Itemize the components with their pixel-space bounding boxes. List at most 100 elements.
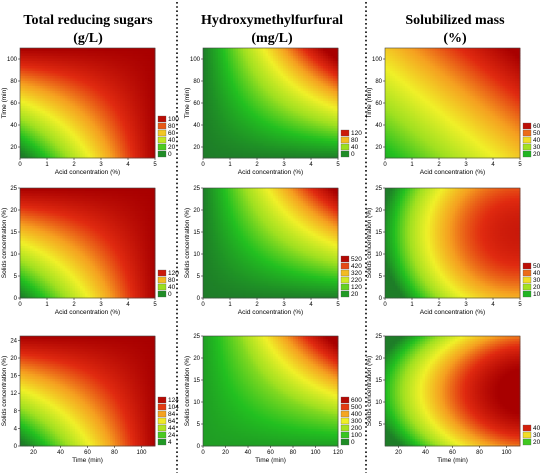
surface-cell: [135, 108, 138, 111]
surface-cell: [278, 48, 281, 51]
surface-cell: [152, 128, 156, 131]
surface-cell: [333, 88, 336, 91]
surface-cell: [258, 70, 261, 74]
surface-cell: [303, 78, 306, 81]
surface-cell: [82, 123, 86, 126]
surface-cell: [228, 153, 231, 156]
surface-cell: [137, 98, 141, 101]
surface-cell: [97, 63, 101, 66]
surface-cell: [97, 70, 101, 74]
surface-cell: [228, 148, 231, 151]
surface-cell: [57, 105, 61, 109]
surface-cell: [142, 113, 146, 116]
surface-cell: [275, 98, 279, 101]
surface-cell: [310, 150, 314, 154]
surface-cell: [110, 90, 113, 94]
surface-cell: [130, 98, 133, 101]
surface-cell: [60, 73, 63, 76]
surface-cell: [335, 125, 339, 129]
surface-cell: [278, 58, 281, 61]
surface-cell: [328, 115, 331, 119]
surface-cell: [330, 123, 334, 126]
surface-cell: [95, 50, 98, 54]
surface-cell: [115, 63, 118, 66]
x-tick-label: 0: [18, 162, 22, 168]
surface-cell: [255, 148, 259, 151]
surface-cell: [218, 130, 221, 134]
surface-cell: [22, 55, 26, 59]
surface-cell: [115, 110, 118, 114]
surface-cell: [290, 98, 294, 101]
surface-cell: [90, 58, 93, 61]
surface-cell: [55, 105, 58, 109]
surface-cell: [295, 65, 299, 69]
surface-cell: [280, 73, 284, 76]
surface-cell: [30, 95, 33, 99]
surface-cell: [248, 130, 251, 134]
surface-cell: [290, 88, 294, 91]
surface-cell: [30, 50, 33, 54]
surface-cell: [238, 133, 241, 136]
surface-cell: [310, 60, 314, 64]
surface-cell: [293, 75, 296, 79]
surface-cell: [300, 93, 304, 96]
surface-cell: [213, 75, 216, 79]
surface-cell: [117, 55, 121, 59]
surface-cell: [32, 98, 36, 101]
surface-cell: [82, 110, 86, 114]
surface-cell: [278, 95, 281, 99]
surface-cell: [255, 115, 259, 119]
surface-cell: [250, 83, 254, 86]
surface-cell: [220, 138, 224, 141]
surface-cell: [290, 103, 294, 106]
surface-cell: [220, 60, 224, 64]
surface-cell: [52, 48, 56, 51]
surface-cell: [55, 48, 58, 51]
surface-cell: [392, 98, 396, 101]
surface-cell: [140, 145, 143, 149]
surface-cell: [203, 93, 206, 96]
surface-cell: [112, 105, 116, 109]
surface-cell: [67, 50, 71, 54]
surface-cell: [235, 143, 239, 146]
surface-cell: [50, 103, 53, 106]
surface-cell: [50, 125, 53, 129]
surface-cell: [268, 98, 271, 101]
surface-cell: [92, 93, 96, 96]
surface-cell: [37, 155, 41, 159]
surface-cell: [67, 125, 71, 129]
surface-cell: [260, 63, 264, 66]
surface-cell: [203, 135, 206, 139]
surface-cell: [92, 70, 96, 74]
surface-cell: [290, 95, 294, 99]
surface-cell: [32, 128, 36, 131]
surface-cell: [135, 60, 138, 64]
surface-cell: [215, 128, 219, 131]
surface-cell: [300, 108, 304, 111]
surface-cell: [308, 105, 311, 109]
surface-cell: [85, 60, 88, 64]
surface-cell: [60, 128, 63, 131]
surface-cell: [325, 53, 329, 56]
surface-cell: [220, 65, 224, 69]
surface-cell: [35, 115, 38, 119]
surface-cell: [40, 120, 43, 124]
surface-cell: [318, 70, 321, 74]
surface-cell: [298, 83, 301, 86]
surface-cell: [268, 145, 271, 149]
surface-cell: [37, 98, 41, 101]
surface-cell: [90, 133, 93, 136]
surface-cell: [235, 83, 239, 86]
surface-cell: [140, 98, 143, 101]
surface-cell: [117, 123, 121, 126]
surface-cell: [87, 148, 91, 151]
surface-cell: [152, 58, 156, 61]
surface-cell: [32, 48, 36, 51]
surface-cell: [248, 95, 251, 99]
surface-cell: [22, 125, 26, 129]
surface-cell: [62, 150, 66, 154]
surface-cell: [320, 53, 324, 56]
surface-cell: [223, 150, 226, 154]
surface-cell: [323, 68, 326, 71]
surface-cell: [210, 55, 214, 59]
